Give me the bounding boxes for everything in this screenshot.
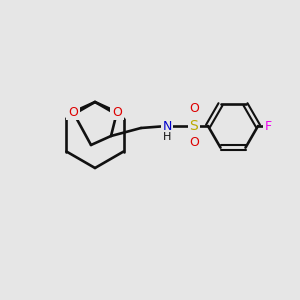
Text: O: O [189,103,199,116]
Text: S: S [190,119,198,133]
Text: O: O [68,106,78,118]
Text: O: O [112,106,122,118]
Text: N: N [162,119,172,133]
Text: H: H [163,132,171,142]
Text: O: O [189,136,199,149]
Text: F: F [264,119,272,133]
